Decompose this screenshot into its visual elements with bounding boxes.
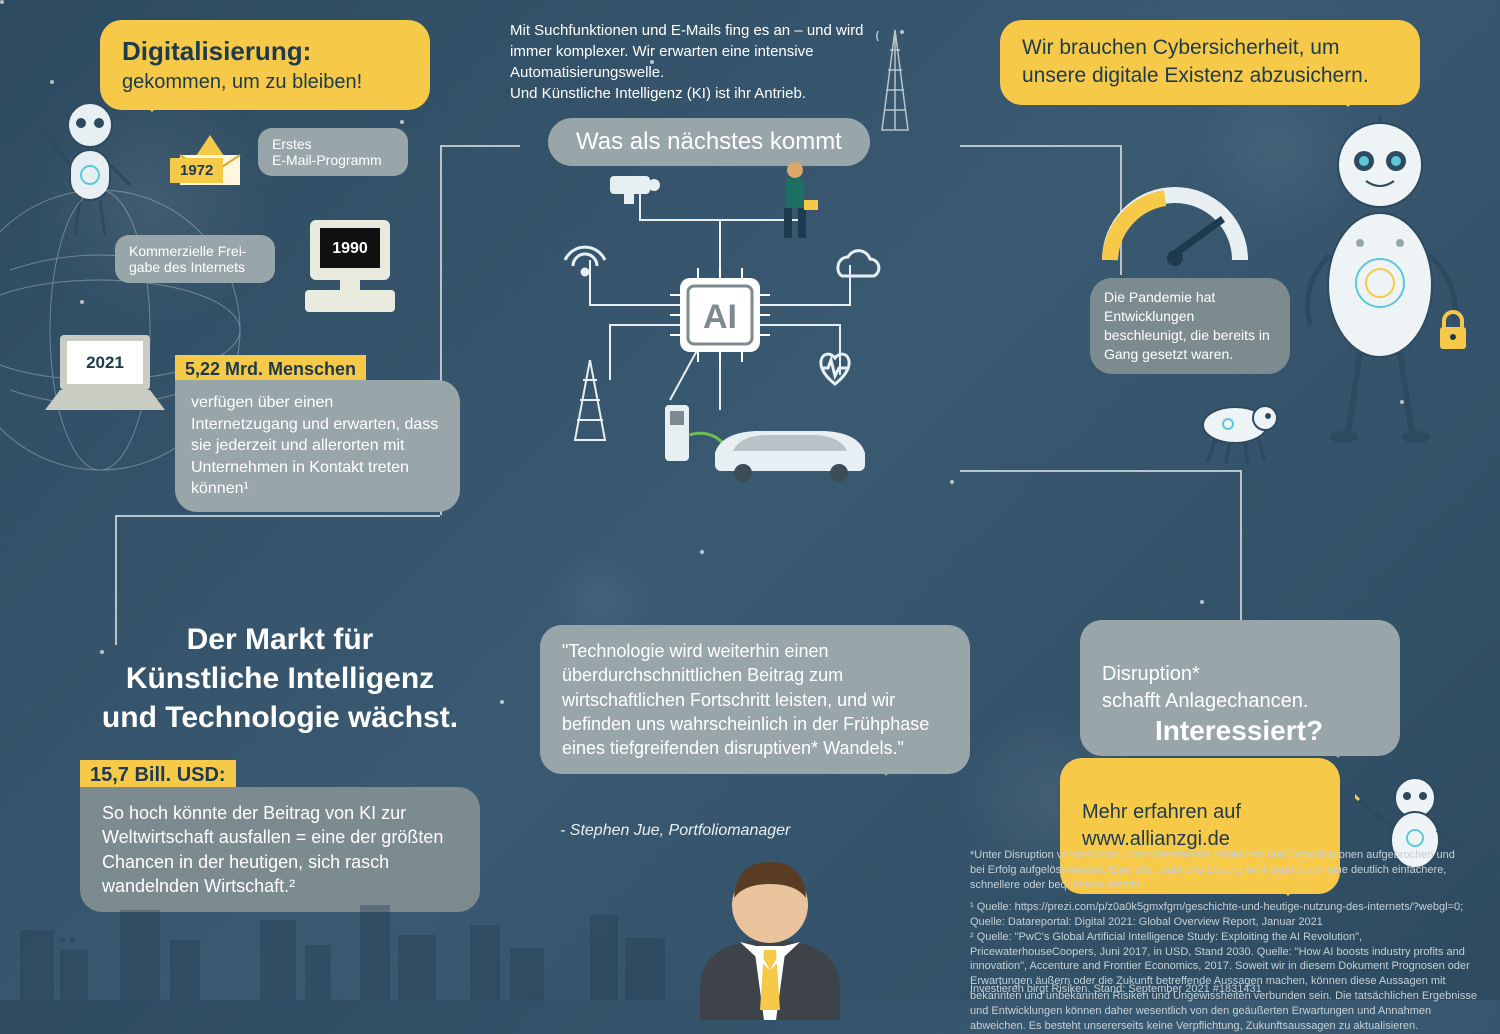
skyline-decoration — [0, 890, 1500, 1000]
market-heading: Der Markt für Künstliche Intelligenz und… — [70, 620, 490, 737]
svg-text:1990: 1990 — [332, 240, 368, 257]
digitalisierung-title: Digitalisierung: — [122, 34, 408, 69]
quote-bubble: "Technologie wird weiterhin einen überdu… — [540, 625, 970, 774]
antenna-tower-icon — [870, 25, 920, 140]
quote-text: "Technologie wird weiterhin einen überdu… — [562, 641, 929, 758]
quote-attribution: - Stephen Jue, Portfoliomanager — [560, 822, 790, 840]
digitalisierung-bubble: Digitalisierung: gekommen, um zu bleiben… — [100, 20, 430, 110]
svg-text:AI: AI — [703, 298, 737, 336]
year-1972: 1972 — [170, 158, 223, 183]
cybersecurity-text: Wir brauchen Cybersicherheit, um unsere … — [1022, 36, 1369, 87]
intro-text: Mit Suchfunktionen und E-Mails fing es a… — [510, 20, 890, 104]
internet-release-label: Kommerzielle Frei- gabe des Internets — [115, 235, 275, 283]
ai-network-illustration: AI — [470, 150, 970, 515]
cta-heading: Interessiert? — [1155, 715, 1323, 747]
laptop-icon: 2021 — [35, 330, 175, 425]
internet-users-block: 5,22 Mrd. Menschen verfügen über einen I… — [175, 355, 460, 512]
robot-dog-icon — [1180, 390, 1290, 475]
cybersecurity-bubble: Wir brauchen Cybersicherheit, um unsere … — [1000, 20, 1420, 105]
email-program-label: Erstes E-Mail-Programm — [258, 128, 408, 176]
disruption-definition: *Unter Disruption versteht man, dass bes… — [970, 848, 1470, 893]
market-callout-text: So hoch könnte der Beitrag von KI zur We… — [102, 803, 443, 896]
gauge-icon — [1095, 180, 1255, 280]
retro-computer-icon: 1990 — [290, 215, 410, 330]
digitalisierung-subtitle: gekommen, um zu bleiben! — [122, 69, 408, 96]
robot-right-icon — [1280, 115, 1480, 450]
pandemic-note: Die Pandemie hat Entwicklungen beschleun… — [1090, 278, 1290, 374]
svg-text:2021: 2021 — [86, 353, 124, 372]
internet-users-text: verfügen über einen Internetzugang und e… — [191, 394, 438, 497]
